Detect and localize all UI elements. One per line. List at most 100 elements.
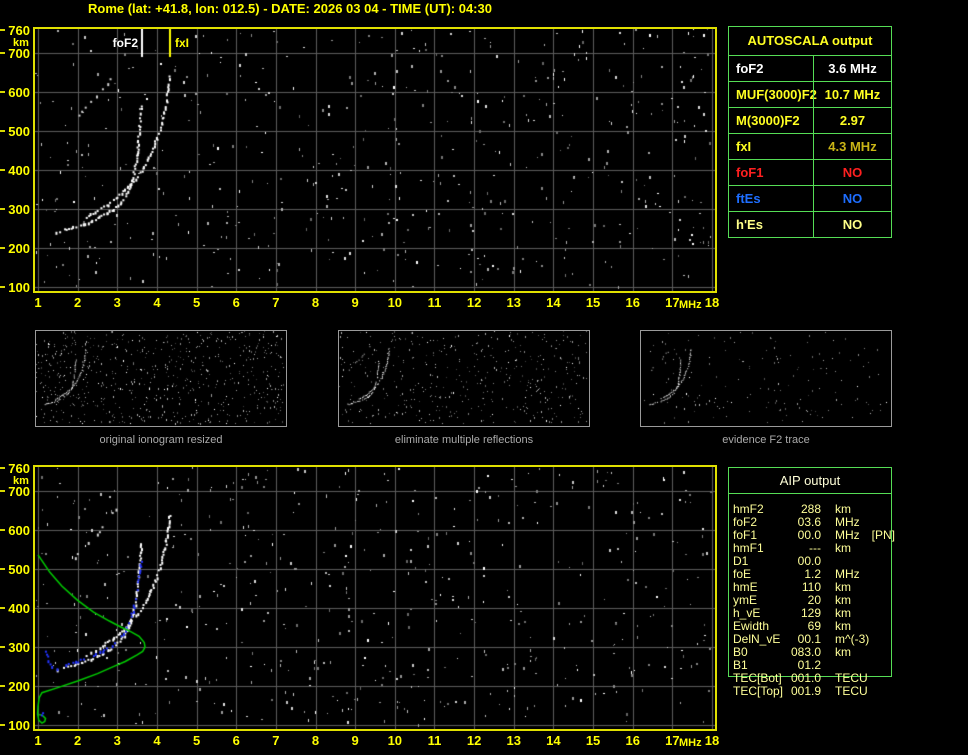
autoscala-row: fxI 4.3 MHz bbox=[729, 133, 891, 159]
aip-value: 00.0 bbox=[797, 528, 821, 542]
x-axis-tick-label: 4 bbox=[153, 295, 161, 310]
aip-row: foF1 00.0 MHz [PN] bbox=[728, 529, 958, 542]
aip-unit: km bbox=[835, 502, 851, 516]
x-axis-tick-label: 15 bbox=[585, 295, 601, 310]
bottom-ionogram-plot bbox=[33, 465, 717, 731]
y-axis-tick-mark bbox=[0, 568, 5, 571]
y-axis-tick-label: 760 bbox=[8, 22, 30, 38]
x-axis-tick-label: 12 bbox=[466, 295, 482, 310]
aip-value: 083.0 bbox=[790, 645, 821, 659]
aip-label: D1 bbox=[733, 554, 749, 568]
aip-unit: km bbox=[835, 606, 851, 620]
y-axis-tick-mark bbox=[0, 607, 5, 610]
aip-unit: TECU bbox=[835, 684, 868, 698]
autoscala-row-value: NO bbox=[813, 160, 891, 185]
x-axis-unit-label: MHz bbox=[679, 737, 702, 749]
autoscala-row: foF2 3.6 MHz bbox=[729, 55, 891, 81]
autoscala-row-label: foF2 bbox=[736, 61, 764, 76]
x-axis-tick-label: 16 bbox=[625, 733, 640, 748]
aip-row: ymE 20 km bbox=[728, 594, 958, 607]
y-axis-unit-label: km bbox=[13, 37, 29, 49]
aip-unit: MHz bbox=[835, 567, 860, 581]
y-axis-tick-label: 500 bbox=[8, 123, 30, 139]
aip-row: hmF2 288 km bbox=[728, 503, 958, 516]
x-axis-tick-label: 4 bbox=[153, 733, 161, 748]
autoscala-table-header: AUTOSCALA output bbox=[747, 33, 873, 48]
aip-unit: MHz bbox=[835, 528, 860, 542]
aip-label: foE bbox=[733, 567, 752, 581]
aip-unit: TECU bbox=[835, 671, 868, 685]
y-axis-tick-label: 600 bbox=[8, 84, 30, 100]
aip-value: 1.2 bbox=[804, 567, 821, 581]
y-axis-tick-mark bbox=[0, 529, 5, 532]
autoscala-row: M(3000)F2 2.97 bbox=[729, 107, 891, 133]
aip-label: DelN_vE bbox=[733, 632, 781, 646]
x-axis-tick-label: 1 bbox=[34, 733, 42, 748]
foF2-marker-label: foF2 bbox=[112, 36, 138, 50]
x-axis-tick-label: 9 bbox=[351, 295, 359, 310]
x-axis-tick-label: 14 bbox=[546, 295, 561, 310]
aip-header-divider bbox=[728, 493, 892, 494]
x-axis-tick-label: 13 bbox=[506, 295, 521, 310]
x-axis-tick-label: 18 bbox=[704, 733, 720, 748]
x-axis-tick-label: 18 bbox=[704, 295, 720, 310]
autoscala-row: h'Es NO bbox=[729, 211, 891, 237]
aip-unit: MHz bbox=[835, 515, 860, 529]
thumbnail-evidence-canvas bbox=[641, 331, 891, 426]
aip-label: foF1 bbox=[733, 528, 758, 542]
x-axis-tick-label: 7 bbox=[272, 295, 280, 310]
x-axis-tick-label: 11 bbox=[427, 733, 442, 748]
aip-row: hmF1 --- km bbox=[728, 542, 958, 555]
y-axis-tick-label: 100 bbox=[8, 717, 30, 733]
x-axis-tick-label: 10 bbox=[387, 295, 403, 310]
aip-extra: [PN] bbox=[871, 528, 896, 542]
aip-value: --- bbox=[809, 541, 821, 555]
thumbnail-caption-original: original ionogram resized bbox=[99, 434, 223, 446]
x-axis-tick-label: 3 bbox=[113, 733, 121, 748]
y-axis-tick-label: 200 bbox=[8, 240, 30, 256]
aip-value: 01.2 bbox=[797, 658, 821, 672]
aip-row: hmE 110 km bbox=[728, 581, 958, 594]
aip-unit: km bbox=[835, 619, 851, 633]
y-axis-tick-mark bbox=[0, 724, 5, 726]
y-axis-tick-mark bbox=[0, 685, 5, 688]
aip-value: 69 bbox=[807, 619, 821, 633]
aip-label: B0 bbox=[733, 645, 748, 659]
thumbnail-original-canvas bbox=[36, 331, 286, 426]
aip-label: h_vE bbox=[733, 606, 761, 620]
autoscala-row-label: M(3000)F2 bbox=[736, 113, 800, 128]
autoscala-row-value: 10.7 MHz bbox=[813, 82, 891, 107]
x-axis-tick-label: 7 bbox=[272, 733, 280, 748]
aip-label: TEC[Top] bbox=[733, 684, 784, 698]
aip-value: 129 bbox=[800, 606, 821, 620]
x-axis-tick-label: 3 bbox=[113, 295, 121, 310]
aip-value: 001.9 bbox=[790, 684, 821, 698]
aip-label: ymE bbox=[733, 593, 757, 607]
x-axis-tick-label: 1 bbox=[34, 295, 42, 310]
y-axis-tick-label: 400 bbox=[8, 162, 30, 178]
y-axis-tick-mark bbox=[0, 490, 5, 493]
aip-value: 03.6 bbox=[797, 515, 821, 529]
x-axis-tick-label: 8 bbox=[311, 295, 320, 310]
y-axis-tick-label: 400 bbox=[8, 600, 30, 616]
x-axis-tick-label: 2 bbox=[74, 295, 82, 310]
y-axis-tick-label: 300 bbox=[8, 201, 30, 217]
station-date-time-title: Rome (lat: +41.8, lon: 012.5) - DATE: 20… bbox=[88, 1, 492, 16]
autoscala-row: ftEs NO bbox=[729, 185, 891, 211]
aip-unit: km bbox=[835, 580, 851, 594]
thumbnail-eliminate-reflections bbox=[338, 330, 590, 427]
y-axis-tick-label: 600 bbox=[8, 522, 30, 538]
aip-label: B1 bbox=[733, 658, 748, 672]
x-axis-tick-label: 10 bbox=[387, 733, 403, 748]
autoscala-row-value: 2.97 bbox=[813, 108, 891, 133]
aip-value: 00.0 bbox=[797, 554, 821, 568]
aip-row: foE 1.2 MHz bbox=[728, 568, 958, 581]
aip-value: 20 bbox=[807, 593, 821, 607]
aip-table-header: AIP output bbox=[779, 473, 841, 488]
aip-value: 110 bbox=[801, 580, 821, 594]
y-axis-unit-label: km bbox=[13, 475, 29, 487]
x-axis-tick-label: 8 bbox=[311, 733, 320, 748]
x-axis-tick-label: 5 bbox=[192, 295, 201, 310]
x-axis-tick-label: 17 bbox=[665, 733, 680, 748]
y-axis-tick-mark bbox=[0, 91, 5, 94]
